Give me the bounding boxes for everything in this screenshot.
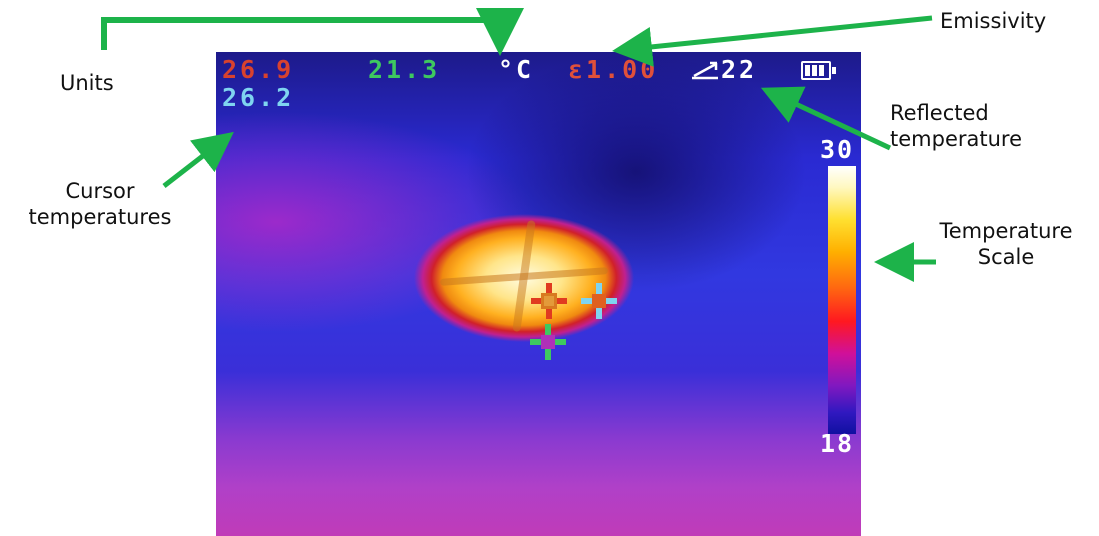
center-temperature-readout: 21.3 xyxy=(368,55,441,84)
units-label: Units xyxy=(60,71,114,95)
battery-icon xyxy=(801,61,836,80)
scale-max-label: 30 xyxy=(820,135,855,164)
cursor-temperature-readout: 26.2 xyxy=(222,83,295,112)
center-crosshair-icon xyxy=(530,324,566,360)
thermal-camera-screen: 26.9 21.3 26.2 °C ε1.00 22 30 18 xyxy=(216,52,861,536)
unit-readout: °C xyxy=(498,55,535,84)
scale-min-label: 18 xyxy=(820,429,855,458)
temperature-scale-bar xyxy=(828,166,856,434)
cursor-temperatures-label-line2: temperatures xyxy=(28,205,172,229)
max-temperature-readout: 26.9 xyxy=(222,55,295,84)
reflected-temperature-icon xyxy=(692,61,718,80)
emissivity-label: Emissivity xyxy=(940,9,1047,33)
reflected-temperature-label-line2: temperature xyxy=(890,127,1022,151)
temperature-scale-label-line1: Temperature xyxy=(939,219,1073,243)
cursor-temperatures-label-line1: Cursor xyxy=(65,179,135,203)
reflected-temperature-label-line1: Reflected xyxy=(890,101,989,125)
temperature-scale-label: Temperature Scale xyxy=(918,218,1094,270)
reflected-temperature-label: Reflected temperature xyxy=(890,100,1022,152)
cursor-temperatures-label: Cursor temperatures xyxy=(0,178,200,230)
cursor-crosshair-icon xyxy=(581,283,617,319)
max-crosshair-icon xyxy=(531,283,567,319)
emissivity-readout: ε1.00 xyxy=(568,55,659,84)
temperature-scale-label-line2: Scale xyxy=(977,245,1035,269)
emissivity-arrow xyxy=(612,15,933,67)
units-arrow xyxy=(101,8,524,56)
reflected-temperature-readout: 22 xyxy=(721,55,758,84)
